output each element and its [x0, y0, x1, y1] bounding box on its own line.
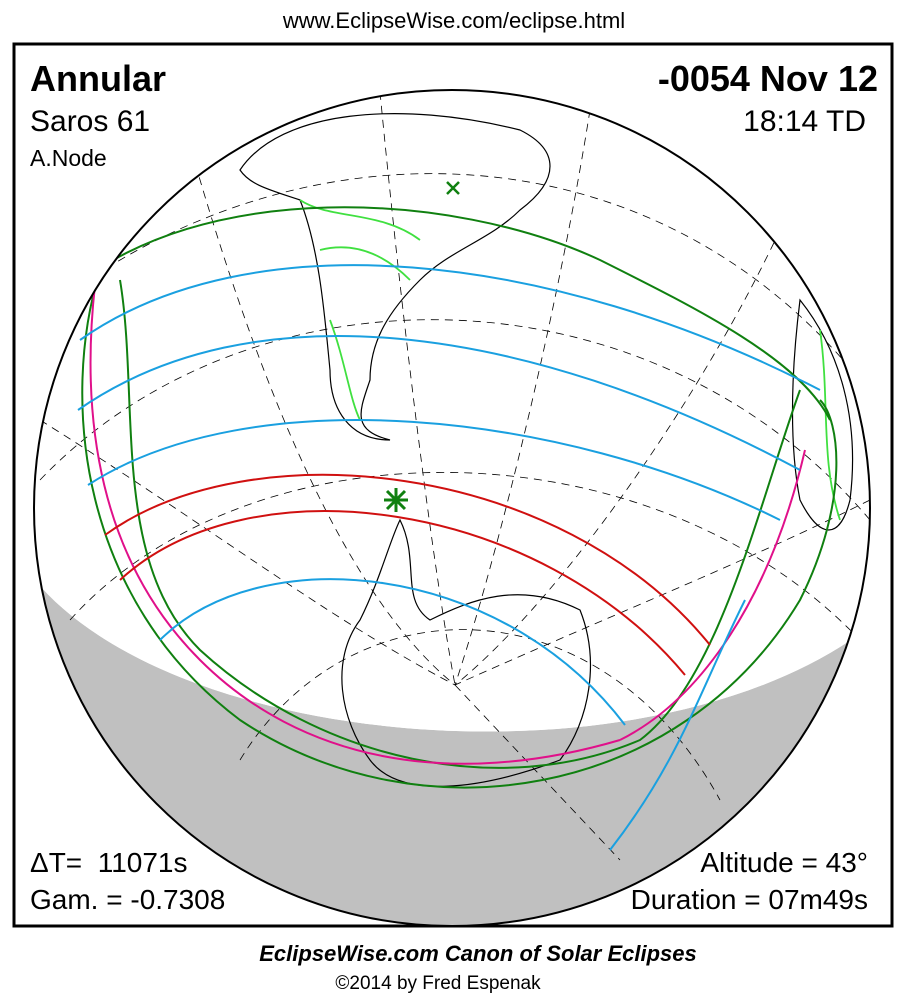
continents	[239, 113, 854, 787]
altitude: Altitude = 43°	[700, 847, 868, 878]
saros: Saros 61	[30, 105, 150, 138]
globe-outline	[33, 89, 871, 927]
globe	[34, 90, 870, 926]
greatest-eclipse-marker	[384, 488, 408, 512]
delta-t: ΔT= 11071s	[30, 847, 188, 878]
time: 18:14 TD	[743, 105, 866, 138]
node: A.Node	[30, 145, 107, 171]
duration: Duration = 07m49s	[631, 884, 868, 915]
date: -0054 Nov 12	[658, 58, 878, 99]
copyright: ©2014 by Fred Espenak	[335, 973, 541, 994]
canon-title: EclipseWise.com Canon of Solar Eclipses	[259, 941, 697, 966]
gamma: Gam. = -0.7308	[30, 884, 225, 915]
graticule	[39, 91, 870, 861]
twilight	[34, 560, 870, 732]
eclipse-type: Annular	[30, 58, 166, 99]
sun-point-marker	[446, 181, 460, 195]
url: www.EclipseWise.com/eclipse.html	[282, 8, 625, 33]
